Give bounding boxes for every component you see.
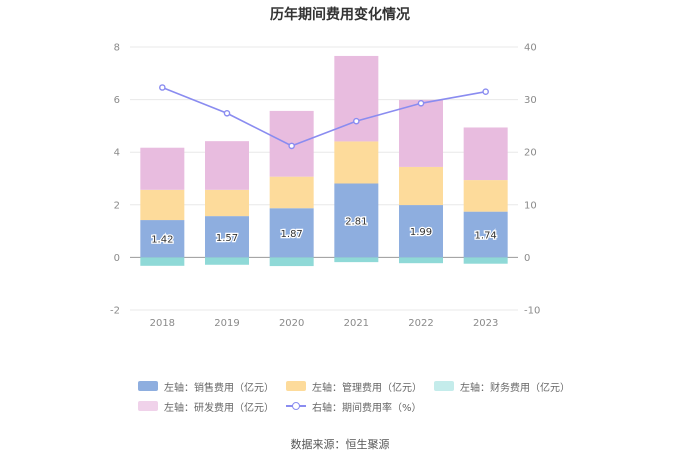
bar-sales (399, 205, 443, 258)
legend-label-admin: 左轴：管理费用（亿元） (312, 382, 422, 394)
right-tick-label: 30 (524, 95, 537, 106)
legend-swatch-sales (138, 381, 158, 391)
right-tick-label: 20 (524, 148, 537, 159)
data-labels: 1.42 1.57 1.87 2.81 1.99 1.74 (150, 215, 498, 247)
x-tick-label: 2019 (214, 318, 239, 329)
x-tick-label: 2023 (473, 318, 498, 329)
legend-swatch-rate (286, 401, 306, 411)
bar-sales (205, 216, 249, 258)
bar-admin (269, 176, 314, 209)
legend-swatch-finance (434, 381, 454, 391)
legend-row-2: 左轴：研发费用（亿元） 右轴：期间费用率（%） (138, 396, 558, 416)
legend-item-rate[interactable]: 右轴：期间费用率（%） (286, 399, 422, 414)
legend-label-rnd: 左轴：研发费用（亿元） (164, 402, 274, 414)
left-tick-label: 6 (114, 95, 120, 106)
bar-finance (463, 257, 508, 264)
data-label-sales: 1.57 (216, 233, 238, 244)
chart-area: 1.42 1.57 1.87 2.81 1.99 1.74 -2 0 2 4 6 8 -10 0 10 20… (110, 43, 540, 330)
left-tick-label: 0 (114, 253, 120, 264)
right-tick-label: 0 (524, 253, 530, 264)
bar-sales (269, 208, 314, 258)
x-tick-label: 2018 (150, 318, 175, 329)
left-tick-label: -2 (110, 306, 120, 317)
line-point-rate (288, 142, 295, 150)
bar-rnd (140, 147, 185, 190)
legend-item-rnd[interactable]: 左轴：研发费用（亿元） (138, 399, 274, 414)
bar-sales (334, 183, 379, 258)
data-label-sales: 1.87 (281, 229, 303, 240)
legend-swatch-admin (286, 381, 306, 391)
data-label-sales: 1.42 (151, 235, 173, 246)
bar-admin (334, 141, 379, 184)
line-point-rate (159, 84, 166, 91)
line-point-rate (482, 88, 489, 96)
bar-finance (399, 257, 443, 264)
data-label-sales: 1.74 (475, 231, 497, 242)
grid-lines (130, 46, 518, 311)
line-series (159, 84, 489, 150)
bar-finance (269, 257, 314, 267)
bar-finance (205, 257, 249, 265)
source-note: 数据来源：恒生聚源 (290, 438, 390, 451)
legend-row-1: 左轴：销售费用（亿元） 左轴：管理费用（亿元） 左轴：财务费用（亿元） (138, 376, 570, 396)
legend-item-admin[interactable]: 左轴：管理费用（亿元） (286, 379, 422, 394)
right-tick-label: 40 (524, 43, 537, 54)
legend-item-finance[interactable]: 左轴：财务费用（亿元） (434, 379, 570, 394)
legend-label-finance: 左轴：财务费用（亿元） (460, 382, 570, 394)
bar-sales (463, 211, 508, 258)
legend-item-sales[interactable]: 左轴：销售费用（亿元） (138, 379, 274, 394)
line-point-rate (223, 109, 231, 117)
bar-rnd (334, 55, 379, 142)
bar-series (140, 55, 508, 267)
right-tick-label: 10 (524, 200, 537, 211)
data-label-sales: 1.99 (410, 227, 432, 238)
bar-admin (205, 189, 249, 217)
x-tick-label: 2021 (344, 318, 369, 329)
left-tick-label: 8 (114, 43, 120, 54)
data-label-sales: 2.81 (345, 216, 367, 227)
legend-label-rate: 右轴：期间费用率（%） (312, 402, 422, 414)
bar-rnd (399, 99, 443, 167)
legend: 左轴：销售费用（亿元） 左轴：管理费用（亿元） 左轴：财务费用（亿元） 左轴：研… (138, 376, 570, 416)
bar-admin (399, 166, 443, 206)
right-tick-label: -10 (524, 306, 540, 317)
axes: -2 0 2 4 6 8 -10 0 10 20 30 40 2018 2019 2020 2021 2022 2… (110, 43, 540, 330)
bar-finance (140, 257, 185, 266)
left-tick-label: 2 (114, 200, 120, 211)
x-tick-label: 2022 (408, 318, 433, 329)
bar-admin (140, 189, 185, 221)
line-point-rate (417, 99, 425, 107)
left-tick-label: 4 (114, 148, 120, 159)
bar-finance (334, 257, 379, 263)
chart-title: 历年期间费用变化情况 (270, 7, 410, 23)
bar-admin (463, 180, 508, 212)
x-tick-label: 2020 (279, 318, 304, 329)
bar-rnd (463, 127, 508, 181)
line-rate (162, 86, 486, 147)
bar-rnd (205, 141, 249, 190)
legend-swatch-rnd (138, 401, 158, 411)
legend-label-sales: 左轴：销售费用（亿元） (164, 382, 274, 394)
bar-sales (140, 220, 185, 258)
line-point-rate (353, 117, 360, 125)
